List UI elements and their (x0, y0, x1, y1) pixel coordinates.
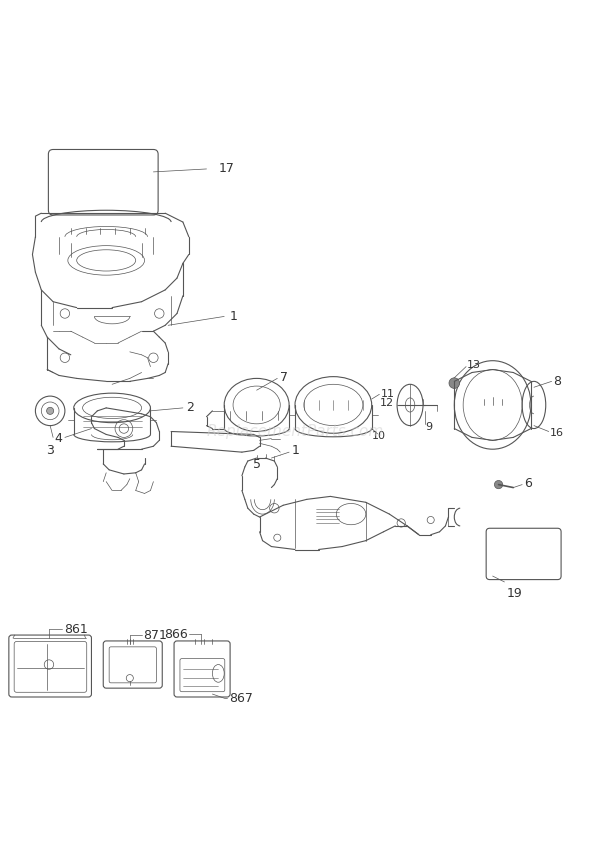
Text: 8: 8 (553, 375, 562, 387)
Text: 861: 861 (64, 622, 87, 636)
Text: ReplacementParts.com: ReplacementParts.com (206, 424, 384, 439)
Text: 7: 7 (280, 371, 289, 384)
Text: 10: 10 (372, 431, 386, 441)
Text: 13: 13 (467, 361, 481, 370)
Text: 1: 1 (292, 444, 300, 457)
Text: 867: 867 (229, 691, 253, 705)
Text: 3: 3 (46, 444, 54, 457)
Text: 866: 866 (164, 628, 188, 641)
Circle shape (449, 378, 460, 388)
Text: 19: 19 (507, 587, 522, 601)
Text: 17: 17 (218, 162, 234, 175)
Text: 2: 2 (186, 401, 194, 414)
Text: 5: 5 (253, 458, 261, 471)
Text: 12: 12 (379, 398, 394, 408)
Text: 11: 11 (381, 389, 395, 400)
Text: 6: 6 (524, 477, 532, 490)
Circle shape (47, 407, 54, 414)
Circle shape (494, 481, 503, 488)
Text: 1: 1 (230, 310, 238, 323)
Text: 4: 4 (54, 432, 62, 445)
Text: 871: 871 (143, 628, 166, 641)
Text: 16: 16 (550, 428, 564, 438)
Text: 9: 9 (425, 422, 432, 432)
